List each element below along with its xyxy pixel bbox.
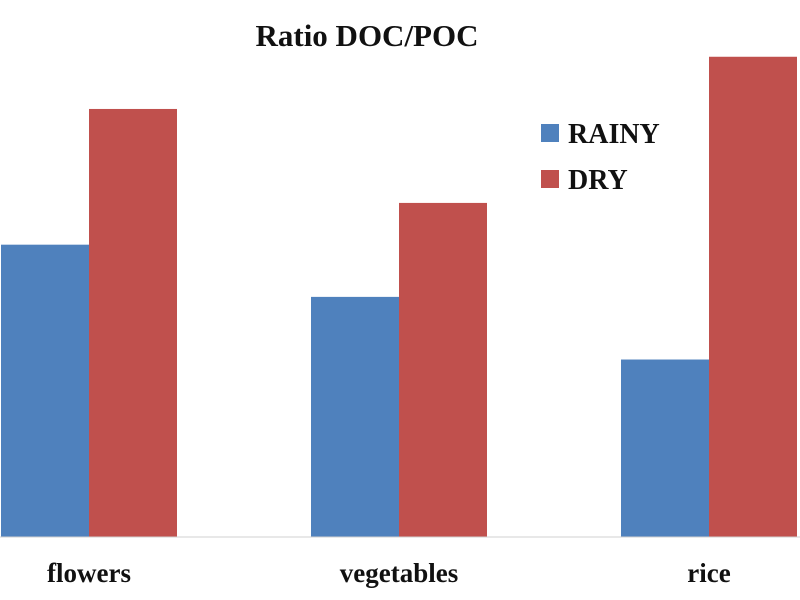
category-label-rice: rice <box>687 558 730 588</box>
chart-title: Ratio DOC/POC <box>255 18 478 53</box>
bar-rainy-rice <box>621 359 709 537</box>
bar-rainy-flowers <box>1 244 89 537</box>
category-labels: flowers vegetables rice <box>47 558 731 588</box>
legend-label-dry: DRY <box>568 165 628 196</box>
legend: RAINY DRY <box>541 119 660 196</box>
legend-label-rainy: RAINY <box>568 119 660 150</box>
category-label-flowers: flowers <box>47 558 131 588</box>
bar-dry-vegetables <box>399 202 487 538</box>
bar-dry-rice <box>709 56 797 537</box>
bar-dry-flowers <box>89 108 177 538</box>
legend-swatch-dry <box>541 170 559 188</box>
bars-group <box>1 56 797 538</box>
category-label-vegetables: vegetables <box>340 558 458 588</box>
legend-swatch-rainy <box>541 124 559 142</box>
bar-rainy-vegetables <box>311 296 399 537</box>
